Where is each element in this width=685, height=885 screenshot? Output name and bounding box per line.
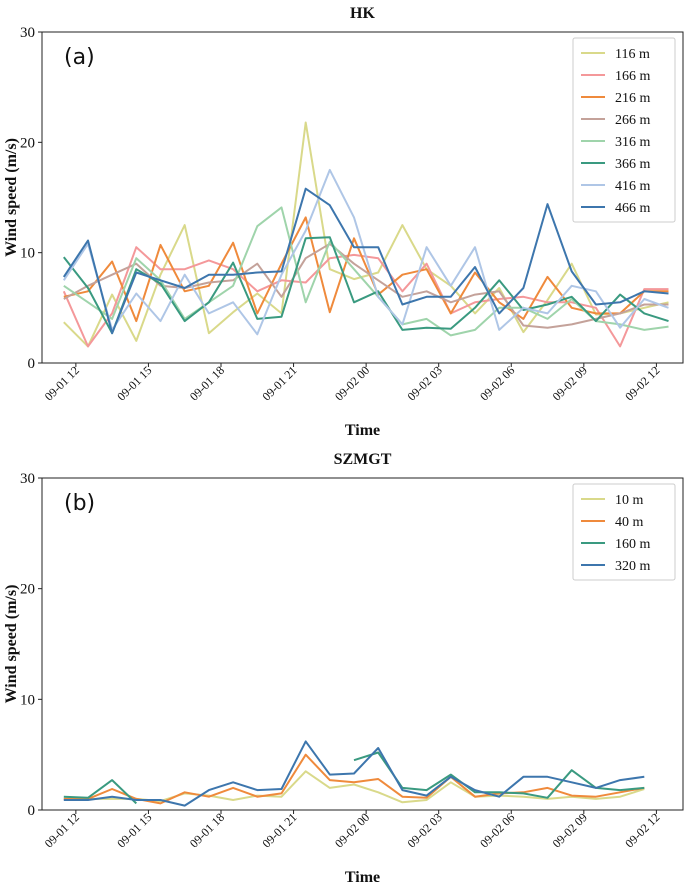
series-line (63, 206, 669, 337)
legend-label: 116 m (615, 47, 650, 62)
x-tick-label: 09-01 15 (114, 363, 154, 403)
x-tick-label: 09-02 06 (477, 363, 517, 403)
x-tick-label: 09-01 21 (259, 363, 299, 403)
y-tick-label: 0 (28, 803, 36, 819)
x-tick-label: 09-01 18 (187, 810, 227, 850)
x-tick-label: 09-02 06 (477, 810, 517, 850)
legend-label: 466 m (615, 201, 651, 216)
legend-box (572, 483, 676, 581)
legend-label: 40 m (615, 515, 644, 530)
x-tick-label: 09-01 12 (42, 810, 82, 850)
y-tick-label: 0 (28, 356, 36, 372)
y-tick-label: 10 (20, 692, 35, 708)
y-tick-label: 30 (20, 471, 35, 487)
x-tick-label: 09-02 00 (332, 363, 372, 403)
series-line (63, 753, 645, 805)
legend-label: 416 m (615, 179, 651, 194)
series-line (62, 187, 669, 335)
legend-label: 320 m (615, 559, 651, 574)
plot-frame (41, 477, 684, 811)
y-axis-label: Wind speed (m/s) (3, 585, 20, 704)
y-axis-label: Wind speed (m/s) (3, 138, 20, 257)
x-tick-label: 09-01 18 (187, 363, 227, 403)
legend-label: 316 m (615, 135, 651, 150)
y-tick-label: 20 (20, 135, 35, 151)
legend-label: 266 m (615, 113, 651, 128)
plot-frame (41, 31, 684, 364)
x-tick-label: 09-02 09 (550, 363, 590, 403)
chart-title: SZMGT (334, 451, 392, 468)
panel-label: (a) (64, 45, 95, 70)
series-line (63, 740, 645, 807)
series-line (62, 168, 669, 336)
x-tick-label: 09-02 00 (332, 810, 372, 850)
legend-label: 366 m (615, 157, 651, 172)
x-axis-label: Time (345, 422, 380, 439)
x-tick-label: 09-01 21 (259, 810, 299, 850)
series-line (63, 236, 669, 335)
y-tick-label: 30 (20, 25, 35, 41)
x-tick-label: 09-02 03 (405, 363, 445, 403)
x-tick-label: 09-02 12 (622, 810, 662, 850)
legend-label: 160 m (615, 537, 651, 552)
legend-box (572, 37, 676, 223)
y-tick-label: 10 (20, 246, 35, 262)
y-tick-label: 20 (20, 582, 35, 598)
legend-label: 10 m (615, 493, 644, 508)
panel-label: (b) (64, 491, 95, 516)
x-tick-label: 09-02 12 (622, 363, 662, 403)
x-tick-label: 09-01 15 (114, 810, 154, 850)
legend-label: 166 m (615, 69, 651, 84)
chart-title: HK (350, 5, 375, 22)
series-line (63, 121, 669, 348)
x-axis-label: Time (345, 869, 380, 885)
x-tick-label: 09-01 12 (42, 363, 82, 403)
legend-label: 216 m (615, 91, 651, 106)
x-tick-label: 09-02 03 (405, 810, 445, 850)
series-line (63, 751, 645, 805)
x-tick-label: 09-02 09 (550, 810, 590, 850)
series-line (63, 770, 645, 804)
